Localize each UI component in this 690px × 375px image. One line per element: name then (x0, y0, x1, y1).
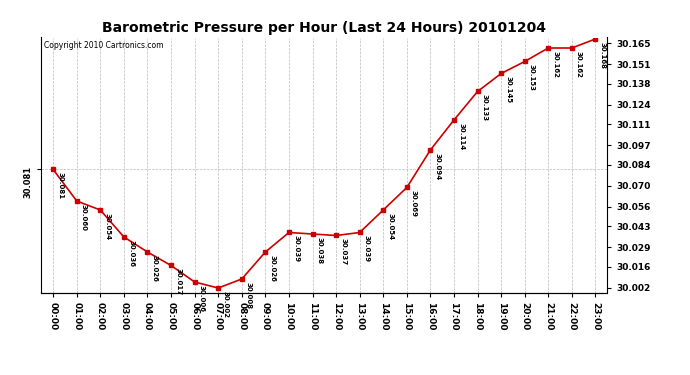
Text: 30.006: 30.006 (199, 285, 205, 312)
Text: 30.017: 30.017 (175, 268, 181, 296)
Text: 30.162: 30.162 (553, 51, 558, 78)
Text: 30.060: 30.060 (81, 204, 87, 231)
Text: 30.145: 30.145 (505, 76, 511, 104)
Text: 30.026: 30.026 (270, 255, 275, 282)
Text: 30.168: 30.168 (600, 42, 606, 69)
Text: 30.037: 30.037 (340, 238, 346, 266)
Text: 30.153: 30.153 (529, 64, 535, 91)
Text: 30.039: 30.039 (364, 235, 370, 262)
Text: Copyright 2010 Cartronics.com: Copyright 2010 Cartronics.com (44, 41, 164, 50)
Title: Barometric Pressure per Hour (Last 24 Hours) 20101204: Barometric Pressure per Hour (Last 24 Ho… (102, 21, 546, 35)
Text: 30.026: 30.026 (152, 255, 157, 282)
Text: 30.081: 30.081 (57, 172, 63, 200)
Text: 30.008: 30.008 (246, 282, 252, 309)
Text: 30.054: 30.054 (104, 213, 110, 240)
Text: 30.054: 30.054 (387, 213, 393, 240)
Text: 30.094: 30.094 (435, 153, 440, 180)
Text: 30.002: 30.002 (222, 291, 228, 318)
Text: 30.069: 30.069 (411, 190, 417, 217)
Text: 30.038: 30.038 (317, 237, 323, 264)
Text: 30.036: 30.036 (128, 240, 134, 267)
Text: 30.162: 30.162 (576, 51, 582, 78)
Text: 30.114: 30.114 (458, 123, 464, 150)
Text: 30.039: 30.039 (293, 235, 299, 262)
Text: 30.133: 30.133 (482, 94, 488, 122)
